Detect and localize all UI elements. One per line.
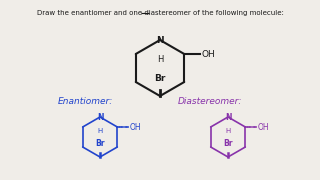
- Text: N: N: [156, 35, 164, 44]
- Text: OH: OH: [258, 123, 269, 132]
- Text: Diastereomer:: Diastereomer:: [178, 97, 242, 106]
- Text: H: H: [225, 128, 231, 134]
- Text: Br: Br: [223, 139, 233, 148]
- Text: Br: Br: [154, 74, 166, 83]
- Text: Enantiomer:: Enantiomer:: [58, 97, 113, 106]
- Text: Draw the enantiomer and one diastereomer of the following molecule:: Draw the enantiomer and one diastereomer…: [36, 10, 284, 16]
- Text: H: H: [157, 55, 163, 64]
- Text: N: N: [97, 112, 103, 122]
- Text: OH: OH: [130, 123, 141, 132]
- Text: H: H: [97, 128, 103, 134]
- Text: N: N: [225, 112, 231, 122]
- Text: OH: OH: [201, 50, 215, 59]
- Text: Br: Br: [95, 139, 105, 148]
